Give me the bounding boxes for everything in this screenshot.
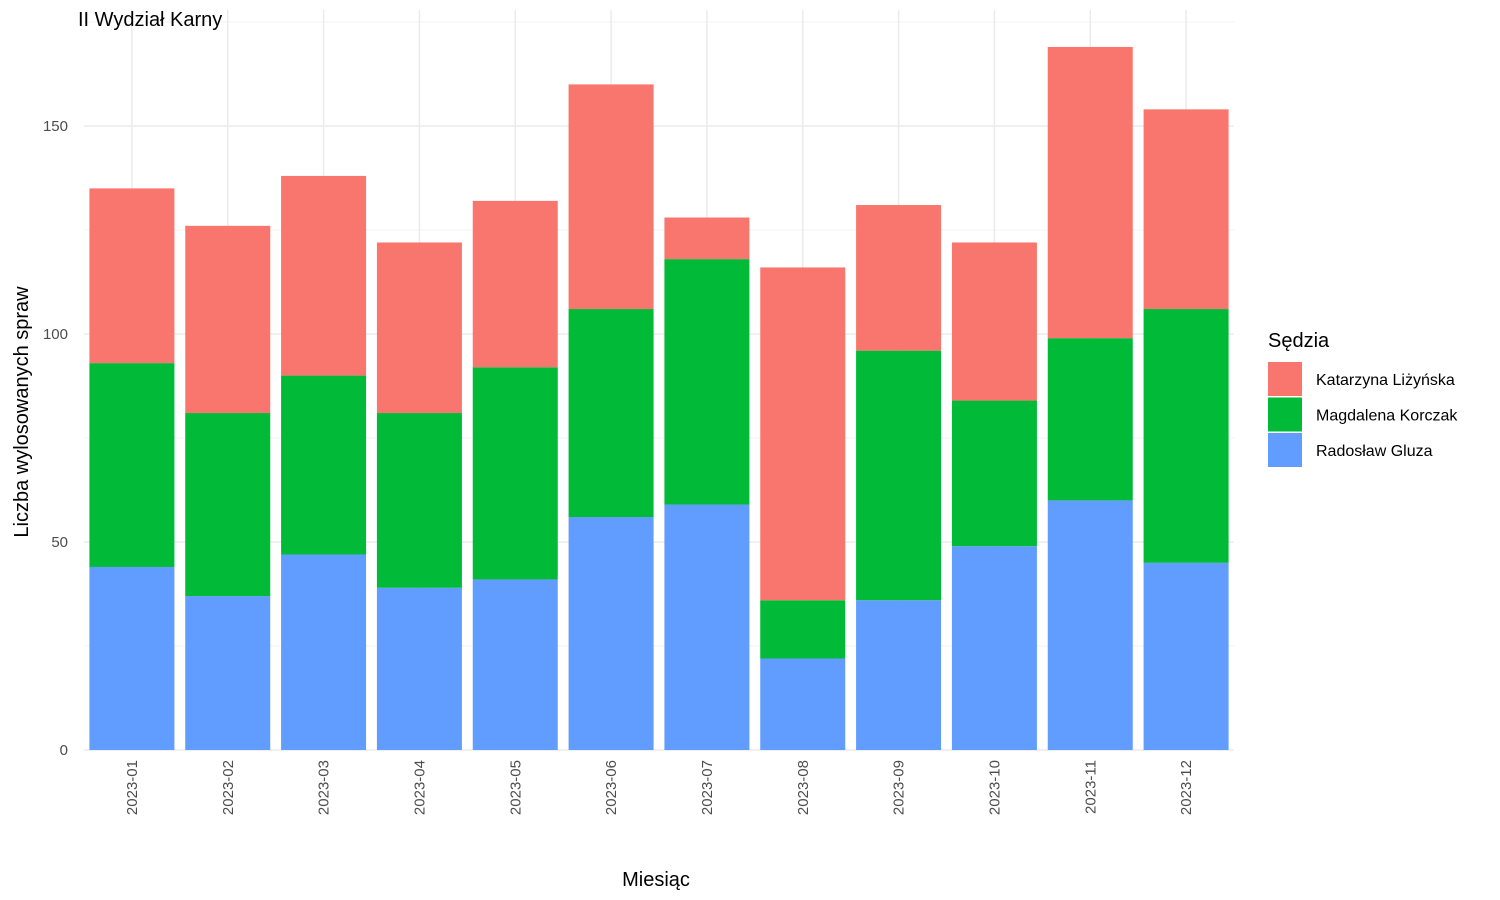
bar-segment	[376, 587, 462, 750]
x-tick-label: 2023-11	[1082, 760, 1099, 814]
y-tick-label: 150	[43, 118, 68, 135]
x-tick-label: 2023-09	[891, 760, 908, 815]
x-tick-label: 2023-06	[603, 760, 620, 815]
bar-segment	[185, 596, 271, 750]
y-tick-label: 0	[60, 742, 68, 759]
y-tick-label: 50	[51, 534, 68, 551]
bar-segment	[760, 267, 846, 601]
bar-segment	[1143, 562, 1229, 750]
bar-segment	[951, 400, 1037, 547]
bar-segment	[472, 200, 558, 368]
bar-segment	[664, 217, 750, 260]
bar-segment	[760, 600, 846, 659]
legend-label: Magdalena Korczak	[1316, 408, 1458, 425]
y-tick-label: 100	[43, 326, 68, 343]
x-tick-label: 2023-05	[507, 760, 524, 815]
legend-key	[1268, 433, 1302, 467]
bar-segment	[1047, 500, 1133, 750]
bar-segment	[856, 600, 942, 750]
bar-segment	[951, 242, 1037, 401]
x-tick-label: 2023-01	[124, 760, 141, 815]
bar-segment	[664, 259, 750, 505]
y-axis-title: Liczba wylosowanych spraw	[11, 286, 33, 538]
bar-segment	[376, 413, 462, 588]
bar-segment	[472, 579, 558, 750]
bar-segment	[951, 546, 1037, 750]
bar-segment	[568, 84, 654, 310]
bar-segment	[185, 413, 271, 597]
bars	[89, 46, 1229, 750]
bar-segment	[1143, 309, 1229, 563]
legend: Sędzia Katarzyna Liżyńska Magdalena Korcz…	[1268, 330, 1458, 467]
legend-key	[1268, 362, 1302, 396]
bar-segment	[89, 566, 175, 750]
bar-segment	[185, 225, 271, 414]
bar-segment	[568, 309, 654, 518]
bar-segment	[760, 658, 846, 750]
x-tick-label: 2023-04	[411, 760, 428, 815]
bar-segment	[281, 375, 367, 555]
bar-segment	[856, 350, 942, 601]
legend-label: Katarzyna Liżyńska	[1316, 372, 1455, 389]
x-axis-title: Miesiąc	[622, 869, 690, 891]
x-tick-label: 2023-10	[986, 760, 1003, 815]
x-axis-ticks: 2023-01 2023-02 2023-03 2023-04 2023-05 2023-…	[124, 760, 1195, 815]
x-tick-label: 2023-07	[699, 760, 716, 815]
x-tick-label: 2023-03	[316, 760, 333, 815]
legend-key	[1268, 397, 1302, 432]
bar-segment	[1143, 109, 1229, 310]
bar-segment	[1047, 338, 1133, 501]
y-axis-ticks: 0 50 100 150	[43, 118, 68, 759]
bar-segment	[856, 205, 942, 351]
legend-label: Radosław Gluza	[1316, 443, 1433, 460]
x-tick-label: 2023-08	[795, 760, 812, 815]
x-tick-label: 2023-02	[220, 760, 237, 815]
bar-segment	[281, 554, 367, 750]
legend-title: Sędzia	[1268, 330, 1330, 352]
bar-segment	[568, 517, 654, 750]
bar-segment	[472, 367, 558, 580]
bar-segment	[89, 363, 175, 567]
bar-segment	[376, 242, 462, 414]
x-tick-label: 2023-12	[1178, 760, 1195, 815]
bar-segment	[1047, 46, 1133, 339]
bar-segment	[89, 188, 175, 364]
bar-segment	[664, 504, 750, 750]
bar-segment	[281, 175, 367, 376]
chart-title: II Wydział Karny	[78, 9, 222, 31]
